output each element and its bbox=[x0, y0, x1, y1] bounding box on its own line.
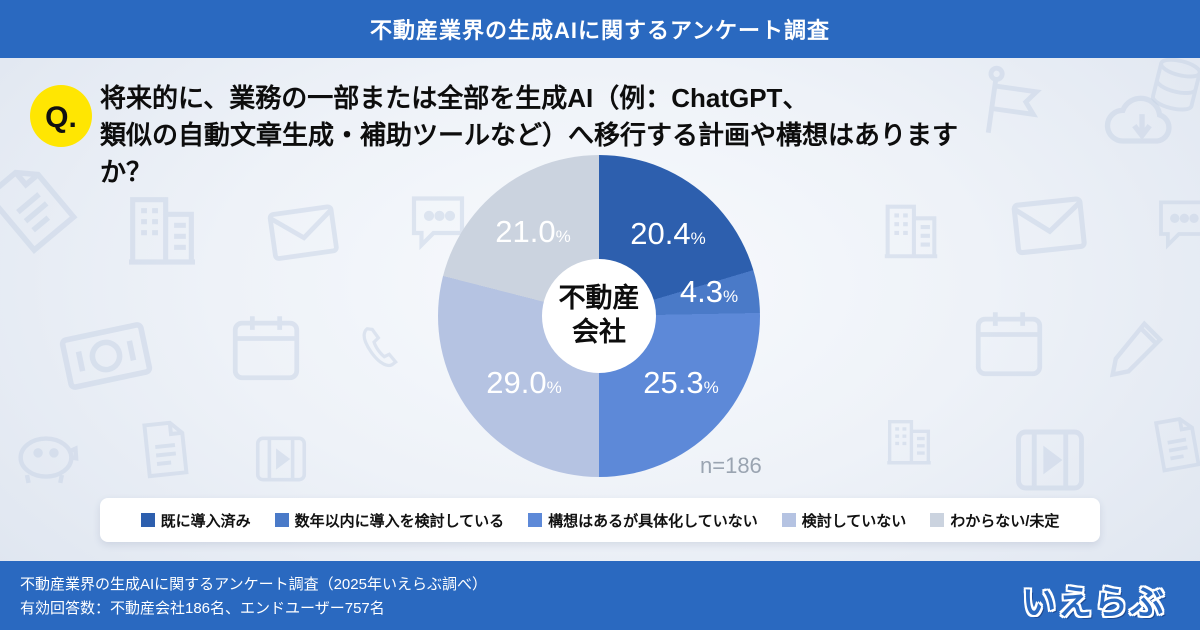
source-note: 不動産業界の生成AIに関するアンケート調査（2025年いえらぶ調べ） 有効回答数… bbox=[20, 573, 487, 621]
building-icon bbox=[880, 412, 938, 470]
document-icon bbox=[1139, 407, 1200, 481]
legend-swatch-icon bbox=[930, 513, 945, 527]
pie-label-not-considering: 29.0% bbox=[486, 365, 562, 400]
header-bar: 不動産業界の生成AIに関するアンケート調査 bbox=[0, 0, 1200, 58]
source-line-2: 有効回答数：不動産会社186名、エンドユーザー757名 bbox=[20, 600, 385, 617]
stamp-icon bbox=[0, 141, 96, 275]
ielove-logo: いえらぶ bbox=[1022, 584, 1166, 622]
donut-center-label: 不動産 会社 bbox=[542, 259, 656, 373]
film-icon bbox=[1008, 418, 1092, 502]
question-badge: Q. bbox=[30, 85, 92, 147]
sale-flag-icon bbox=[963, 57, 1058, 152]
pie-label-concept-stage: 25.3% bbox=[643, 365, 719, 400]
building-icon bbox=[876, 195, 946, 265]
legend-item: 検討していない bbox=[781, 510, 906, 531]
legend-item: 数年以内に導入を検討している bbox=[274, 510, 504, 531]
pie-label-within-years: 4.3% bbox=[679, 274, 739, 309]
legend-item: わからない/未定 bbox=[930, 510, 1059, 531]
piggy-bank-icon bbox=[8, 418, 84, 494]
donut-chart: 20.4% 4.3% 25.3% 29.0% 21.0% 不動産 会社 bbox=[438, 155, 760, 477]
legend-swatch-icon bbox=[140, 513, 155, 527]
question-line-1: 将来的に、業務の一部または全部を生成AI（例：ChatGPT、 bbox=[100, 83, 809, 113]
source-line-1: 不動産業界の生成AIに関するアンケート調査（2025年いえらぶ調べ） bbox=[20, 576, 487, 593]
footer-bar: 不動産業界の生成AIに関するアンケート調査（2025年いえらぶ調べ） 有効回答数… bbox=[0, 561, 1200, 630]
question-badge-label: Q. bbox=[45, 101, 77, 134]
legend-item: 構想はあるが具体化していない bbox=[528, 510, 758, 531]
pie-label-already-adopted: 20.4% bbox=[630, 216, 706, 251]
film-icon bbox=[250, 428, 312, 490]
legend-swatch-icon bbox=[528, 513, 543, 527]
question-line-2: 類似の自動文章生成・補助ツールなど）へ移行する計画や構想はありますか？ bbox=[100, 119, 959, 187]
sample-size-label: n=186 bbox=[700, 453, 762, 478]
phone-icon bbox=[348, 318, 413, 383]
page-title: 不動産業界の生成AIに関するアンケート調査 bbox=[369, 18, 831, 43]
chart-legend: 既に導入済み 数年以内に導入を検討している 構想はあるが具体化していない 検討し… bbox=[100, 498, 1100, 542]
envelope-icon bbox=[1001, 176, 1098, 273]
building-icon bbox=[118, 185, 206, 273]
envelope-icon bbox=[257, 185, 350, 278]
money-icon bbox=[49, 299, 163, 413]
pie-label-undecided: 21.0% bbox=[495, 214, 571, 249]
document-icon bbox=[127, 412, 202, 487]
pencil-icon bbox=[1100, 308, 1176, 384]
legend-item: 既に導入済み bbox=[140, 510, 251, 531]
question-text: 将来的に、業務の一部または全部を生成AI（例：ChatGPT、 類似の自動文章生… bbox=[100, 80, 960, 191]
speech-bubble-icon bbox=[1150, 190, 1200, 256]
calendar-icon bbox=[225, 306, 307, 388]
legend-swatch-icon bbox=[781, 513, 796, 527]
legend-swatch-icon bbox=[274, 513, 289, 527]
calendar-icon bbox=[968, 302, 1050, 384]
